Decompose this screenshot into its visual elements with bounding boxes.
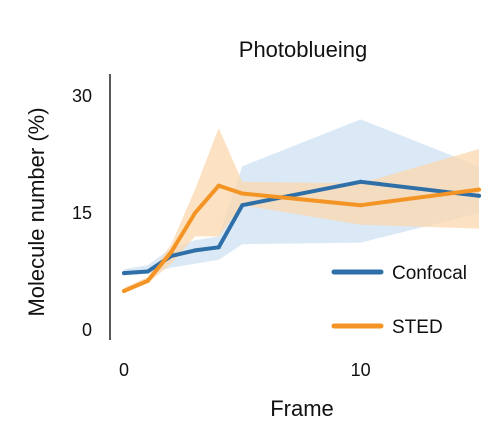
sted-point <box>169 250 174 254</box>
x-axis-label: Frame <box>270 396 334 421</box>
y-tick-labels: 0 15 30 <box>72 86 92 340</box>
confocal-point <box>477 193 481 198</box>
confocal-point <box>216 245 221 250</box>
sted-point <box>358 203 363 208</box>
sted-point <box>122 289 126 293</box>
x-tick-label: 10 <box>351 360 371 380</box>
sted-point <box>193 211 197 215</box>
legend-label-sted: STED <box>392 317 443 338</box>
sted-line <box>122 183 481 293</box>
confocal-point <box>145 269 150 274</box>
confocal-line <box>122 179 481 276</box>
chart-title: Photoblueing <box>239 37 367 62</box>
y-tick-label: 30 <box>72 86 92 106</box>
confocal-point <box>193 248 197 253</box>
x-tick-labels: 0 10 <box>119 360 371 380</box>
x-tick-label: 0 <box>119 360 129 380</box>
confocal-point <box>358 179 363 184</box>
sted-point <box>145 278 150 283</box>
y-tick-label: 0 <box>82 320 92 340</box>
series-lines <box>122 179 481 293</box>
y-axis-label: Molecule number (%) <box>24 107 49 316</box>
sted-confidence-band <box>124 128 479 293</box>
confocal-point <box>240 203 245 208</box>
sted-point <box>240 191 245 196</box>
sted-point <box>216 183 221 188</box>
confocal-point <box>122 271 126 276</box>
legend: Confocal STED <box>331 263 467 338</box>
y-tick-label: 15 <box>72 203 92 223</box>
legend-label-confocal: Confocal <box>392 263 467 284</box>
sted-point <box>477 187 481 192</box>
